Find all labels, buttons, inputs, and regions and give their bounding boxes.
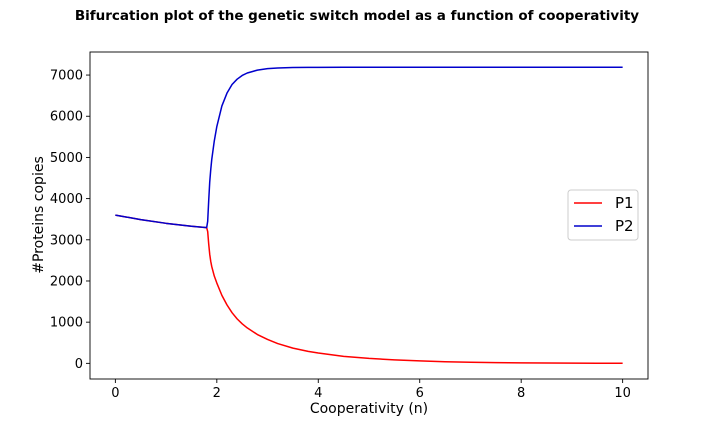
y-tick-label: 3000 (50, 233, 83, 248)
legend-label-p1: P1 (615, 194, 634, 212)
legend-label-p2: P2 (615, 217, 634, 235)
y-tick-label: 4000 (50, 192, 83, 207)
x-tick-label: 8 (517, 386, 525, 401)
plot-frame (89, 51, 649, 380)
y-tick-label: 6000 (50, 110, 83, 125)
plot-area: 0 2 4 6 8 10 0 1000 2000 3000 4000 5000 6000 7000 P1 P2 (50, 51, 649, 401)
x-tick-label: 10 (614, 386, 631, 401)
x-tick-label: 4 (314, 386, 322, 401)
y-tick-label: 1000 (50, 316, 83, 331)
y-tick-label: 7000 (50, 69, 83, 84)
y-tick-label: 0 (75, 357, 83, 372)
x-tick-label: 6 (416, 386, 424, 401)
series-line-p1 (115, 214, 623, 365)
x-tick-label: 2 (213, 386, 221, 401)
y-tick-label: 2000 (50, 274, 83, 289)
y-tick-label: 5000 (50, 151, 83, 166)
x-tick-label: 0 (111, 386, 119, 401)
chart-title: Bifurcation plot of the genetic switch m… (75, 8, 639, 24)
y-axis-label: #Proteins copies (31, 156, 47, 274)
series-line-p2 (115, 66, 623, 229)
x-axis-label: Cooperativity (n) (310, 401, 428, 417)
